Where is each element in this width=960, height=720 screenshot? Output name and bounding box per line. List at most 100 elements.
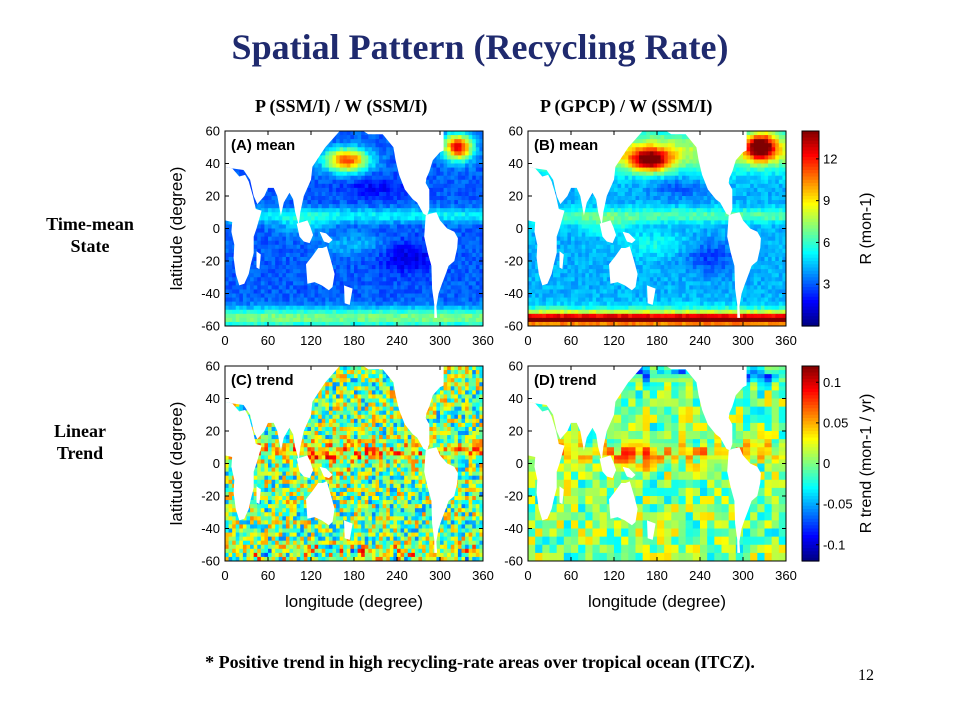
- heatmap-cell: [260, 305, 266, 311]
- heatmap-cell: [357, 131, 362, 136]
- heatmap-cell: [293, 297, 298, 303]
- heatmap-cell: [250, 285, 255, 291]
- heatmap-cell: [574, 301, 579, 307]
- heatmap-cell: [429, 163, 434, 169]
- heatmap-cell: [624, 216, 629, 221]
- heatmap-cell: [332, 167, 337, 173]
- heatmap-cell: [318, 187, 323, 193]
- heatmap-cell: [350, 187, 355, 193]
- heatmap-cell: [457, 204, 463, 209]
- heatmap-cell: [350, 297, 355, 303]
- heatmap-cell: [350, 256, 355, 262]
- heatmap-cell: [361, 265, 366, 270]
- heatmap-cell: [422, 212, 427, 217]
- heatmap-cell: [479, 163, 483, 169]
- heatmap-cell: [400, 313, 405, 319]
- heatmap-cell: [599, 313, 604, 319]
- heatmap-cell: [614, 212, 619, 217]
- heatmap-cell: [621, 171, 626, 177]
- heatmap-cell: [461, 224, 466, 230]
- heatmap-cell: [436, 317, 441, 323]
- heatmap-cell: [371, 212, 377, 217]
- heatmap-cell: [567, 301, 572, 307]
- heatmap-cell: [429, 196, 434, 201]
- heatmap-cell: [343, 147, 348, 152]
- heatmap-cell: [545, 305, 551, 311]
- heatmap-cell: [339, 220, 344, 226]
- heatmap-cell: [379, 155, 384, 161]
- heatmap-cell: [422, 313, 427, 319]
- heatmap-cell: [346, 309, 352, 315]
- heatmap-cell: [289, 200, 294, 205]
- heatmap-cell: [549, 285, 554, 291]
- heatmap-cell: [606, 269, 612, 274]
- heatmap-cell: [228, 261, 233, 266]
- heatmap-cell: [443, 220, 448, 226]
- heatmap-cell: [354, 293, 359, 299]
- heatmap-cell: [447, 147, 452, 152]
- heatmap-cell: [468, 155, 473, 161]
- heatmap-cell: [621, 289, 626, 295]
- heatmap-cell: [585, 285, 590, 291]
- heatmap-cell: [479, 321, 483, 326]
- heatmap-cell: [432, 159, 438, 165]
- heatmap-cell: [371, 171, 377, 177]
- heatmap-cell: [257, 269, 262, 274]
- heatmap-cell: [465, 321, 470, 326]
- heatmap-cell: [260, 289, 266, 295]
- land-mask: [225, 166, 262, 286]
- heatmap-cell: [571, 321, 576, 326]
- heatmap-cell: [628, 216, 633, 221]
- heatmap-cell: [560, 224, 565, 230]
- heatmap-cell: [361, 187, 366, 193]
- heatmap-cell: [386, 269, 391, 274]
- heatmap-cell: [567, 289, 572, 295]
- heatmap-cell: [479, 277, 483, 282]
- heatmap-cell: [624, 317, 629, 323]
- heatmap-cell: [253, 204, 258, 209]
- heatmap-cell: [371, 261, 377, 266]
- heatmap-cell: [393, 309, 398, 315]
- heatmap-cell: [379, 265, 384, 270]
- heatmap-cell: [379, 289, 384, 295]
- heatmap-cell: [361, 301, 366, 307]
- heatmap-cell: [468, 167, 473, 173]
- heatmap-cell: [379, 139, 384, 144]
- heatmap-cell: [479, 155, 483, 161]
- heatmap-cell: [422, 273, 427, 278]
- heatmap-cell: [574, 285, 579, 291]
- heatmap-cell: [454, 289, 459, 295]
- heatmap-cell: [379, 252, 384, 258]
- heatmap-cell: [285, 313, 291, 319]
- heatmap-cell: [553, 281, 558, 286]
- heatmap-cell: [414, 248, 420, 254]
- heatmap-cell: [631, 232, 637, 238]
- heatmap-cell: [271, 313, 276, 319]
- heatmap-cell: [400, 240, 405, 246]
- heatmap-cell: [289, 204, 294, 209]
- heatmap-cell: [253, 309, 258, 315]
- heatmap-cell: [364, 175, 369, 181]
- heatmap-cell: [268, 187, 273, 193]
- heatmap-cell: [468, 273, 473, 278]
- heatmap-cell: [321, 317, 326, 323]
- heatmap-cell: [375, 244, 380, 250]
- heatmap-cell: [563, 261, 569, 266]
- heatmap-cell: [592, 236, 597, 242]
- heatmap-cell: [271, 208, 276, 213]
- heatmap-cell: [531, 236, 536, 242]
- heatmap-cell: [556, 232, 561, 238]
- heatmap-cell: [457, 147, 463, 152]
- heatmap-cell: [393, 289, 398, 295]
- heatmap-cell: [588, 256, 594, 262]
- heatmap-cell: [443, 175, 448, 181]
- heatmap-cell: [588, 200, 594, 205]
- heatmap-cell: [257, 204, 262, 209]
- heatmap-cell: [257, 248, 262, 254]
- heatmap-cell: [475, 273, 481, 278]
- heatmap-cell: [289, 265, 294, 270]
- heatmap-cell: [407, 244, 412, 250]
- heatmap-cell: [386, 196, 391, 201]
- heatmap-cell: [621, 285, 626, 291]
- heatmap-cell: [332, 216, 337, 221]
